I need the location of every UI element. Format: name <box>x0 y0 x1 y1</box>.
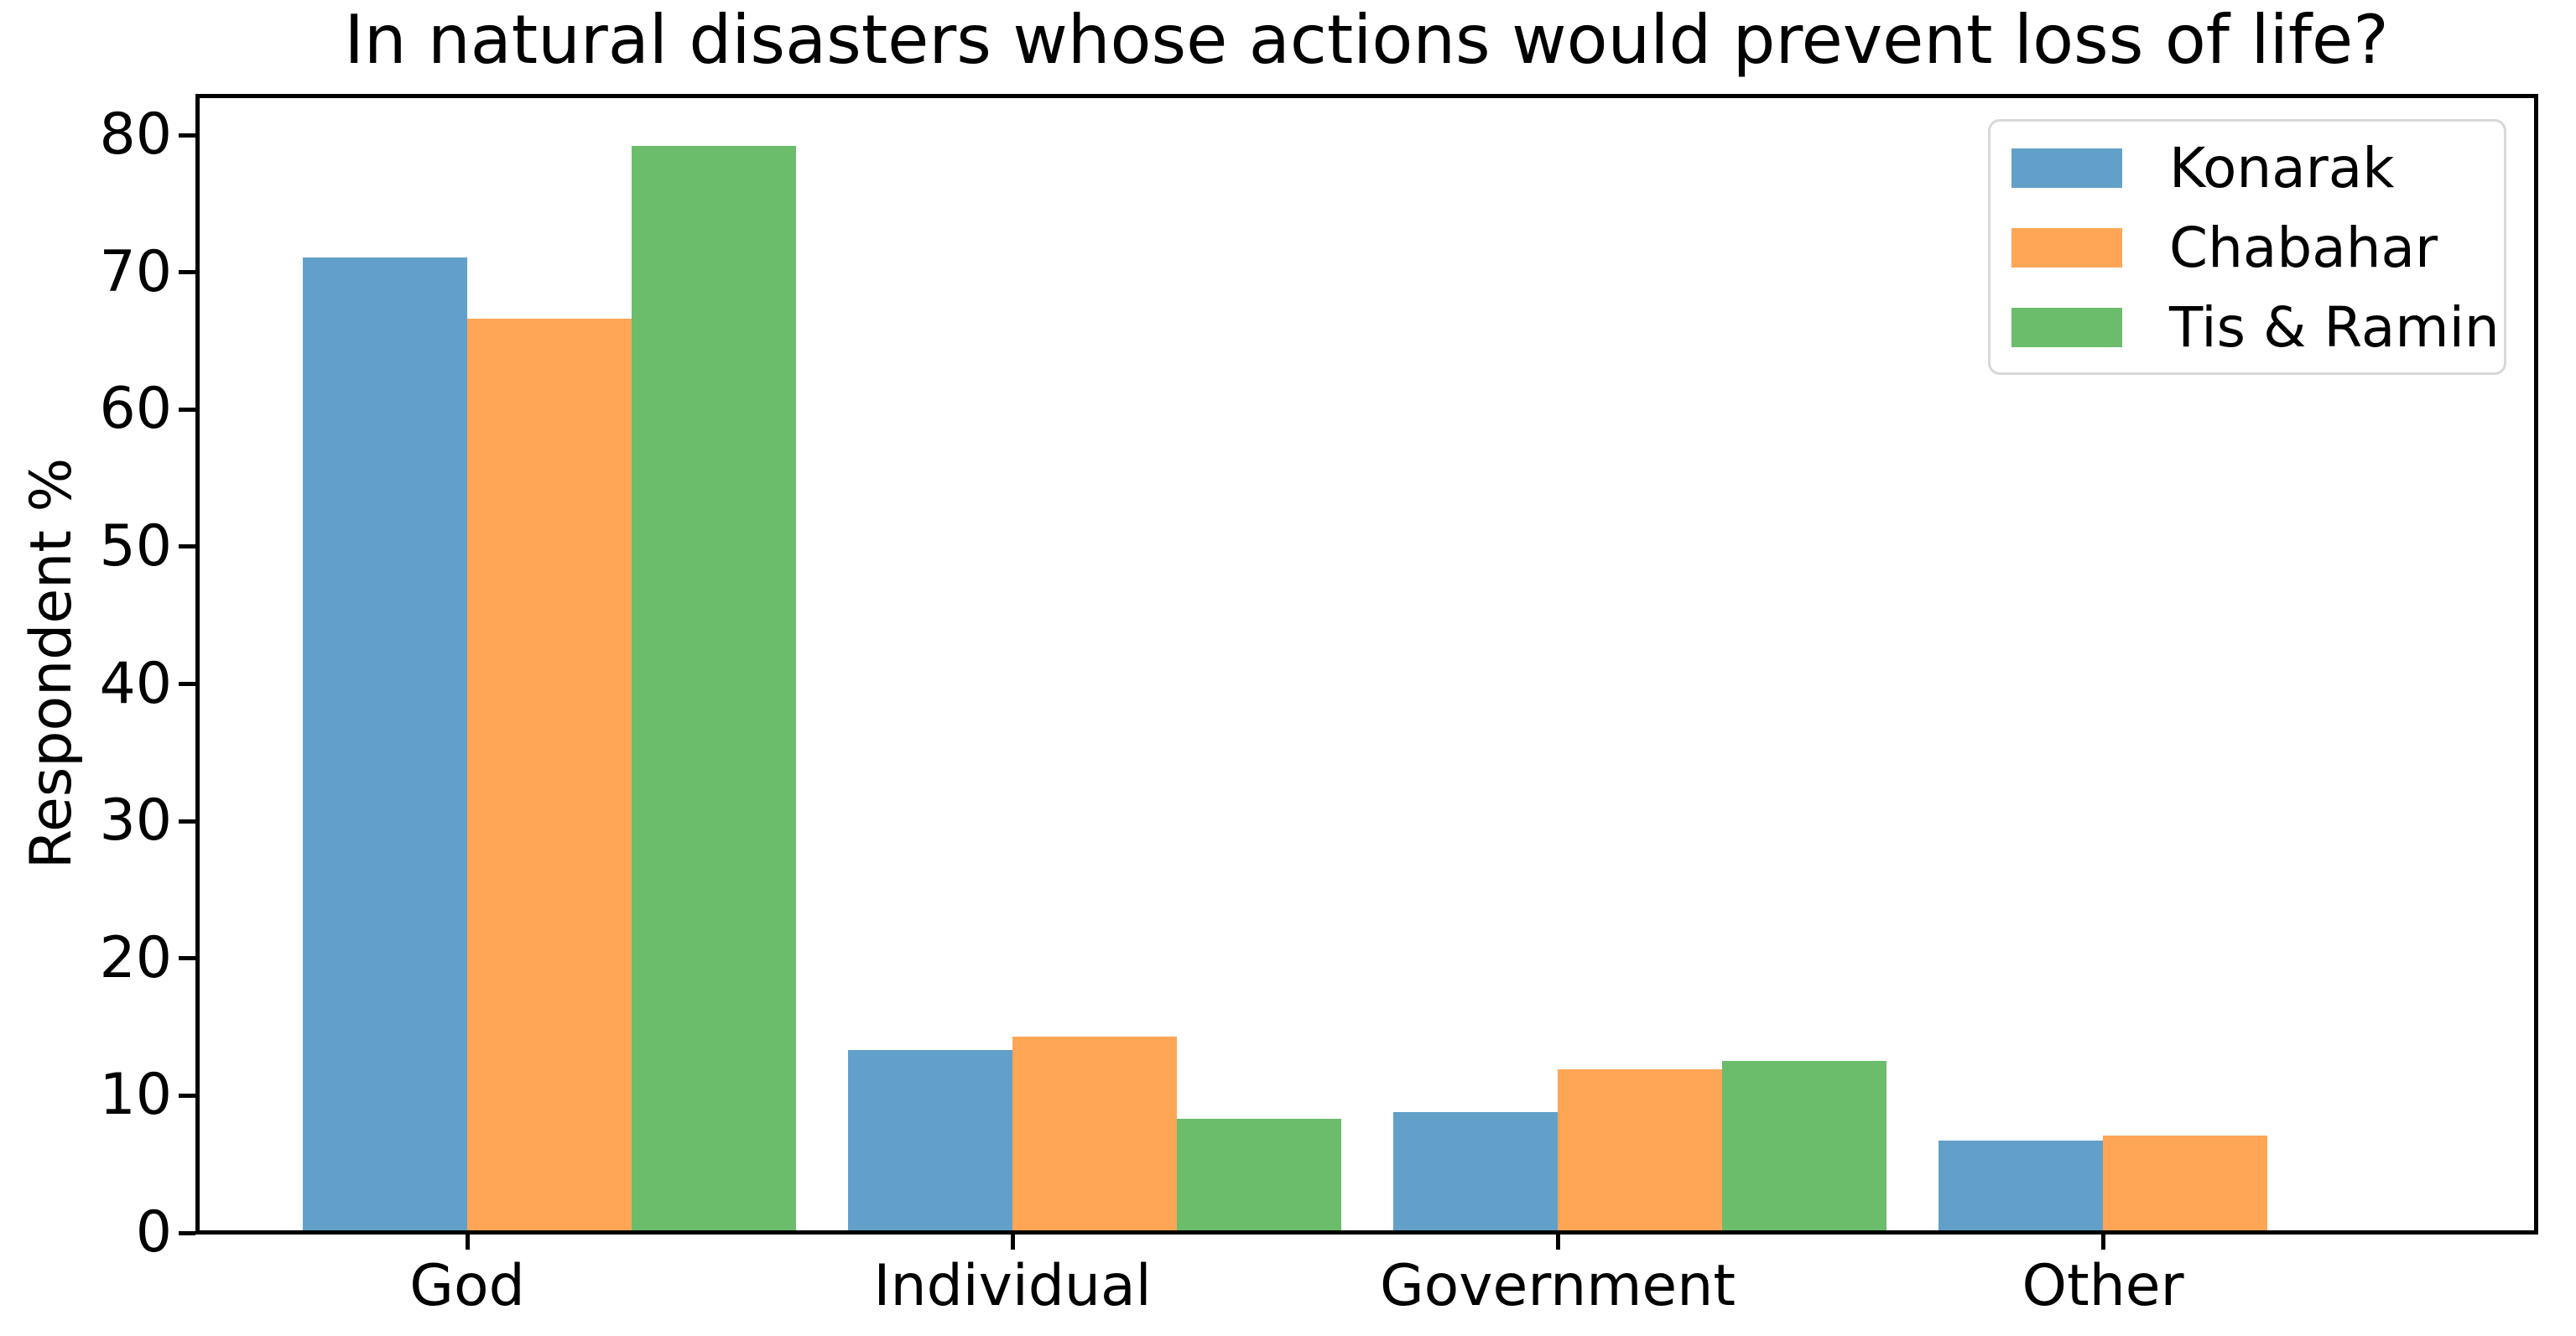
legend-row-konarak: Konarak <box>1991 128 2504 208</box>
chart-title: In natural disasters whose actions would… <box>344 1 2389 79</box>
x-tick-label-government: Government <box>1379 1253 1736 1319</box>
y-tick-mark-20 <box>179 956 195 961</box>
bar-tis-ramin-government <box>1722 1061 1886 1233</box>
y-tick-mark-70 <box>179 270 195 275</box>
axis-spine-left <box>195 94 200 1235</box>
bar-tis-ramin-individual <box>1177 1119 1341 1233</box>
y-tick-label-50: 50 <box>99 512 172 580</box>
bar-chabahar-government <box>1558 1069 1722 1233</box>
axis-spine-top <box>195 94 2538 98</box>
y-tick-mark-80 <box>179 133 195 138</box>
legend-swatch-konarak <box>2011 148 2122 188</box>
axis-spine-bottom <box>195 1230 2538 1235</box>
y-tick-mark-60 <box>179 407 195 412</box>
legend-label-tis-ramin: Tis & Ramin <box>2169 294 2500 360</box>
x-tick-mark-government <box>1555 1233 1560 1250</box>
y-tick-label-10: 10 <box>99 1062 172 1129</box>
y-tick-label-20: 20 <box>99 924 172 991</box>
legend-label-konarak: Konarak <box>2169 135 2395 200</box>
y-tick-mark-10 <box>179 1093 195 1098</box>
bar-konarak-individual <box>848 1050 1012 1233</box>
x-tick-mark-individual <box>1010 1233 1015 1250</box>
legend: Konarak Chabahar Tis & Ramin <box>1988 119 2506 375</box>
y-tick-mark-0 <box>179 1230 195 1235</box>
bar-chabahar-individual <box>1012 1037 1177 1233</box>
legend-swatch-tis-ramin <box>2011 308 2122 347</box>
legend-row-chabahar: Chabahar <box>1991 208 2504 288</box>
legend-label-chabahar: Chabahar <box>2169 215 2438 280</box>
y-tick-label-70: 70 <box>99 238 172 305</box>
x-tick-label-god: God <box>409 1253 525 1319</box>
bar-chabahar-other <box>2103 1136 2267 1233</box>
x-tick-label-individual: Individual <box>873 1253 1152 1319</box>
y-tick-label-60: 60 <box>99 376 172 443</box>
y-tick-label-0: 0 <box>135 1199 172 1266</box>
legend-row-tis-ramin: Tis & Ramin <box>1991 288 2504 367</box>
y-tick-mark-50 <box>179 544 195 549</box>
y-tick-label-80: 80 <box>99 101 172 169</box>
plot-area <box>197 94 2536 1233</box>
y-tick-mark-30 <box>179 819 195 824</box>
y-tick-label-30: 30 <box>99 788 172 855</box>
y-tick-mark-40 <box>179 682 195 687</box>
bar-tis-ramin-god <box>632 146 796 1233</box>
bar-konarak-god <box>303 257 467 1233</box>
axis-spine-right <box>2534 94 2538 1235</box>
bar-konarak-government <box>1393 1112 1558 1233</box>
bar-chabahar-god <box>467 319 632 1233</box>
legend-swatch-chabahar <box>2011 228 2122 268</box>
x-tick-label-other: Other <box>2022 1253 2184 1319</box>
y-tick-label-40: 40 <box>99 650 172 717</box>
bar-konarak-other <box>1939 1141 2103 1233</box>
x-tick-mark-god <box>465 1233 470 1250</box>
x-tick-mark-other <box>2100 1233 2105 1250</box>
